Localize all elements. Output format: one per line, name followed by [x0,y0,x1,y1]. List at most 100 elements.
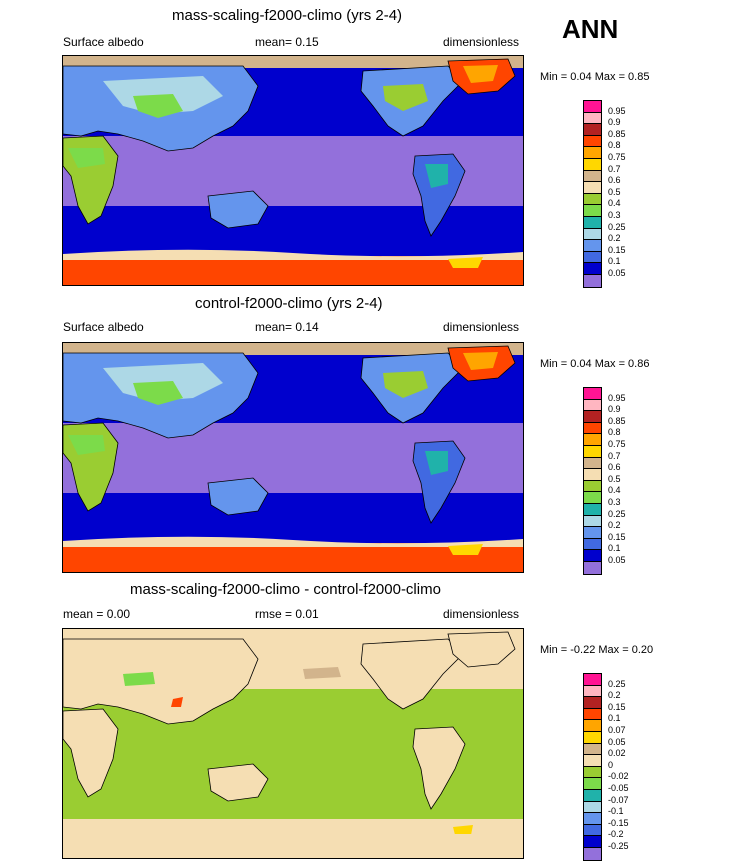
panel-3-title: mass-scaling-f2000-climo - control-f2000… [130,581,441,598]
colorbar-tick-label: 0.1 [608,543,621,554]
colorbar-tick-label: 0.8 [608,140,621,151]
colorbar-swatch [584,228,601,241]
colorbar-tick-label: -0.15 [608,817,629,828]
colorbar-swatch [584,743,601,756]
colorbar-swatch [584,538,601,551]
panel-2-units-label: dimensionless [443,320,520,334]
colorbar-swatch [584,445,601,458]
colorbar-swatch [584,411,601,423]
colorbar-swatch [584,170,601,183]
colorbar-swatch [584,124,601,136]
colorbar-swatch [584,480,601,493]
panel-3-rmse-label: rmse = 0.01 [255,607,319,621]
panel-3-units-label: dimensionless [443,607,520,621]
panel-2-variable-label: Surface albedo [63,320,144,334]
panel-2-title: control-f2000-climo (yrs 2-4) [195,295,383,312]
colorbar-swatch [584,561,601,574]
colorbar-swatch [584,469,601,481]
colorbar-swatch [584,434,601,446]
colorbar-tick-label: 0.4 [608,485,621,496]
colorbar-tick-label: 0.15 [608,244,626,255]
colorbar-tick-label: 0.07 [608,725,626,735]
colorbar-swatch [584,674,601,686]
colorbar-swatch [584,147,601,159]
panel-1-title: mass-scaling-f2000-climo (yrs 2-4) [172,7,403,24]
colorbar-tick-label: 0.7 [608,450,621,461]
colorbar-swatch [584,251,601,264]
colorbar-swatch [584,720,601,732]
colorbar-tick-label: 0.5 [608,473,621,484]
colorbar-swatch [584,263,601,275]
colorbar-tick-label: -0.2 [608,829,624,840]
colorbar-tick-label: 0.95 [608,105,626,116]
colorbar-tick-label: -0.02 [608,771,629,782]
colorbar-swatch [584,515,601,528]
panel-2-mean-label: mean= 0.14 [255,320,319,334]
colorbar-tick-label: -0.25 [608,841,629,851]
panel-2-map [62,342,524,573]
colorbar-swatch [584,847,601,860]
colorbar-tick-label: 0.7 [608,163,621,174]
colorbar-swatch [584,697,601,709]
panel-3-map [62,628,524,859]
panel-1-colorbar [583,100,602,288]
colorbar-tick-label: 0.2 [608,520,621,531]
season-label: ANN [562,14,619,44]
colorbar-tick-label: 0.2 [608,233,621,244]
colorbar-tick-label: -0.05 [608,783,629,793]
colorbar-tick-label: 0.25 [608,508,626,519]
panel-2-map-svg [63,343,523,572]
colorbar-tick-label: 0.9 [608,404,621,415]
colorbar-tick-label: 0.15 [608,701,626,712]
colorbar-tick-label: 0.85 [608,128,626,139]
colorbar-tick-label: 0.5 [608,186,621,197]
colorbar-swatch [584,685,601,698]
colorbar-swatch [584,457,601,470]
colorbar-tick-label: 0.3 [608,497,621,507]
panel-1-map [62,55,524,286]
colorbar-tick-label: 0.6 [608,462,621,473]
colorbar-tick-label: 0.85 [608,415,626,426]
colorbar-swatch [584,216,601,229]
colorbar-swatch [584,801,601,814]
colorbar-tick-label: 0.8 [608,427,621,438]
panel-3-map-svg [63,629,523,858]
colorbar-swatch [584,158,601,171]
colorbar-tick-label: 0.75 [608,439,626,449]
colorbar-swatch [584,193,601,206]
colorbar-swatch [584,778,601,790]
colorbar-swatch [584,527,601,539]
colorbar-tick-label: 0.05 [608,736,626,747]
colorbar-tick-label: 0.95 [608,392,626,403]
colorbar-swatch [584,135,601,148]
panel-2-colorbar [583,387,602,575]
colorbar-swatch [584,399,601,412]
panel-1-minmax: Min = 0.04 Max = 0.85 [540,71,650,83]
colorbar-swatch [584,182,601,194]
colorbar-tick-label: 0.6 [608,175,621,186]
colorbar-tick-label: 0.75 [608,152,626,162]
colorbar-swatch [584,112,601,125]
panel-1-map-svg [63,56,523,285]
colorbar-swatch [584,492,601,504]
colorbar-tick-label: 0.25 [608,678,626,689]
colorbar-tick-label: 0.15 [608,531,626,542]
colorbar-swatch [584,731,601,744]
colorbar-tick-label: 0.2 [608,690,621,701]
colorbar-tick-label: -0.1 [608,806,624,817]
colorbar-tick-label: 0.02 [608,748,626,759]
colorbar-tick-label: 0.3 [608,210,621,220]
colorbar-swatch [584,503,601,516]
colorbar-swatch [584,708,601,721]
colorbar-swatch [584,824,601,837]
colorbar-swatch [584,789,601,802]
colorbar-swatch [584,755,601,767]
colorbar-swatch [584,422,601,435]
panel-3-colorbar [583,673,602,861]
colorbar-tick-label: 0.4 [608,198,621,209]
colorbar-swatch [584,240,601,252]
panel-2-minmax: Min = 0.04 Max = 0.86 [540,358,650,370]
colorbar-tick-label: 0.9 [608,117,621,128]
colorbar-swatch [584,836,601,848]
colorbar-swatch [584,813,601,825]
